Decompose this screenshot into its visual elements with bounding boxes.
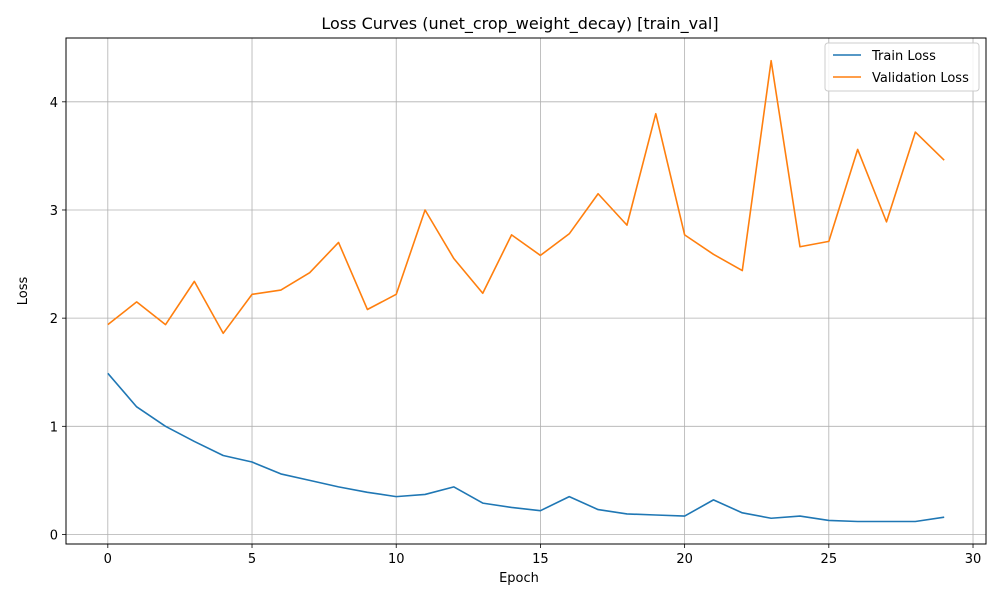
plot-frame — [65, 37, 987, 545]
y-tick-label: 3 — [50, 204, 58, 219]
series-lines — [107, 59, 945, 523]
train-loss-legend-label: Train Loss — [871, 49, 936, 64]
legend-box — [824, 42, 980, 92]
y-axis-title: Loss — [16, 277, 31, 306]
grid — [66, 38, 986, 544]
validation-loss-line — [107, 59, 945, 335]
legend: Train Loss Validation Loss — [824, 42, 980, 92]
y-tick-label: 0 — [50, 528, 58, 543]
y-axis: 0 1 2 3 4 — [50, 96, 66, 543]
validation-loss-legend-label: Validation Loss — [872, 71, 969, 86]
chart-title: Loss Curves (unet_crop_weight_decay) [tr… — [321, 14, 718, 34]
x-tick-label: 25 — [821, 552, 838, 567]
y-tick-label: 2 — [50, 312, 58, 327]
x-tick-label: 5 — [248, 552, 256, 567]
x-tick-label: 30 — [965, 552, 982, 567]
x-tick-label: 15 — [532, 552, 549, 567]
x-tick-label: 20 — [676, 552, 693, 567]
x-tick-label: 0 — [104, 552, 112, 567]
x-tick-label: 10 — [388, 552, 405, 567]
y-tick-label: 4 — [50, 96, 58, 111]
x-axis-title: Epoch — [499, 571, 539, 586]
train-loss-line — [107, 372, 945, 523]
x-axis: 0 5 10 15 20 25 30 — [104, 544, 982, 567]
y-tick-label: 1 — [50, 420, 58, 435]
